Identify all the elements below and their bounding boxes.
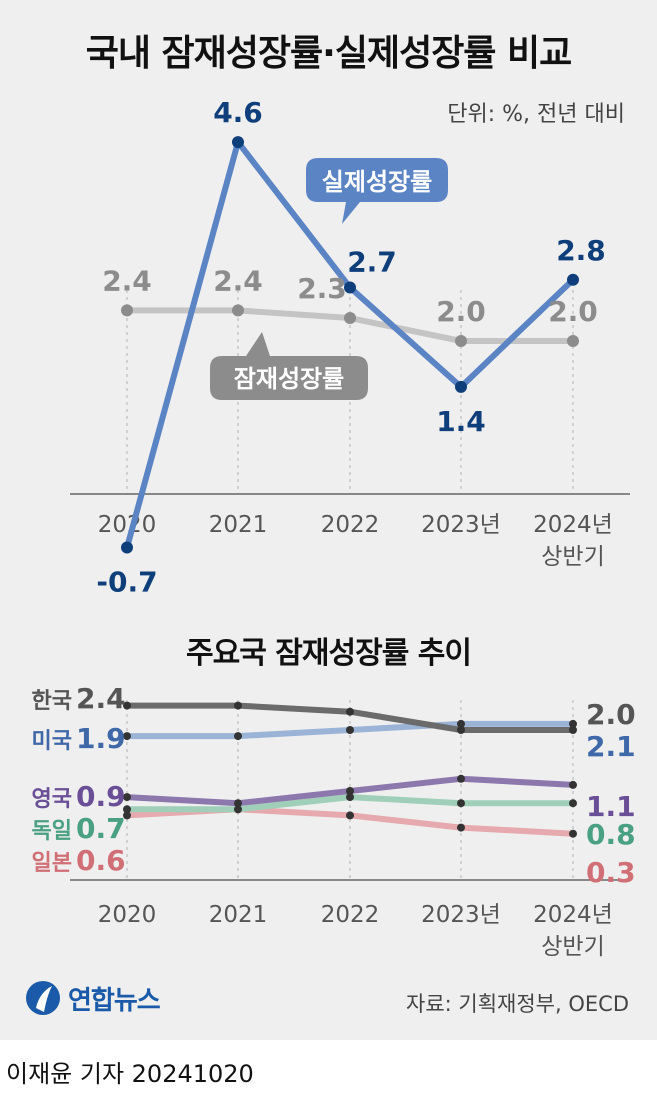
country-point (234, 701, 242, 710)
country-point (457, 774, 465, 783)
x-tick-label: 2020 (98, 902, 157, 928)
country-start-value: 0.6 (76, 844, 126, 877)
country-point (234, 732, 242, 741)
country-point (234, 805, 242, 814)
country-point (346, 707, 354, 716)
country-point (457, 799, 465, 808)
source-note: 자료: 기획재정부, OECD (406, 992, 629, 1016)
country-point (123, 811, 131, 820)
actual-data-label: 4.6 (213, 96, 263, 129)
actual-data-label: 1.4 (436, 405, 486, 438)
potential-data-label: 2.0 (548, 295, 598, 328)
x-tick-label: 2020 (98, 512, 157, 538)
potential-data-label: 2.4 (213, 264, 263, 297)
yonhap-logo-icon (26, 981, 60, 1015)
country-point (569, 780, 577, 789)
country-point (123, 701, 131, 710)
actual-point (455, 380, 467, 393)
potential-point (567, 335, 579, 347)
country-point (569, 829, 577, 838)
actual-point (121, 541, 133, 554)
x-tick-label: 2024년 (533, 902, 613, 928)
potential-point (455, 335, 467, 347)
country-start-value: 2.4 (76, 682, 126, 715)
country-point (457, 726, 465, 734)
country-start-value: 0.7 (76, 812, 126, 845)
x-tick-label: 2023년 (421, 902, 501, 928)
country-point (123, 805, 131, 814)
country-point (457, 823, 465, 832)
country-end-value: 0.3 (586, 856, 636, 889)
country-point (346, 793, 354, 802)
x-tick-label: 2021 (209, 902, 268, 928)
potential-data-label: 2.3 (297, 272, 347, 305)
country-point (569, 719, 577, 728)
legend-potential-label: 잠재성장률 (234, 365, 344, 393)
country-start-value: 1.9 (76, 722, 126, 755)
actual-data-label: 2.8 (556, 234, 606, 267)
yonhap-logo: 연합뉴스 (24, 978, 161, 1018)
x-tick-label: 2022 (321, 512, 380, 538)
byline: 이재윤 기자 20241020 (6, 1060, 254, 1088)
country-point (457, 719, 465, 728)
potential-point (344, 312, 356, 325)
potential-point (121, 304, 133, 317)
actual-data-label: -0.7 (96, 566, 157, 599)
country-end-value: 1.1 (586, 790, 636, 823)
actual-point (567, 273, 579, 286)
country-name: 일본 (32, 851, 72, 876)
legend-potential-bubble (210, 332, 368, 400)
actual-point (344, 281, 356, 294)
potential-data-label: 2.0 (436, 295, 486, 328)
x-tick-label: 2023년 (421, 512, 501, 538)
country-end-value: 2.1 (586, 730, 636, 763)
x-tick-label: 2024년 (533, 512, 613, 538)
legend-actual-label: 실제성장률 (322, 168, 432, 196)
country-point (346, 811, 354, 820)
x-tick-label: 2021 (209, 512, 268, 538)
country-name: 영국 (32, 787, 72, 812)
country-point (346, 787, 354, 795)
potential-data-label: 2.4 (102, 264, 152, 297)
country-point (569, 726, 577, 734)
actual-data-label: 2.7 (347, 245, 397, 278)
unit-note: 단위: %, 전년 대비 (447, 102, 625, 127)
x-tick-label: 상반기 (541, 544, 604, 570)
country-point (234, 799, 242, 808)
country-end-value: 0.8 (586, 818, 636, 851)
x-tick-label: 상반기 (541, 934, 604, 960)
country-name: 미국 (32, 729, 72, 754)
country-point (569, 799, 577, 808)
main-title: 국내 잠재성장률·실제성장률 비교 (85, 33, 572, 74)
country-name: 한국 (32, 689, 72, 714)
x-tick-label: 2022 (321, 902, 380, 928)
country-point (123, 732, 131, 741)
country-name: 독일 (32, 819, 72, 844)
infographic-panel: 국내 잠재성장률·실제성장률 비교 단위: %, 전년 대비 2020 2021 2… (0, 0, 657, 1040)
chart2-title: 주요국 잠재성장률 추이 (186, 636, 472, 671)
logo-text: 연합뉴스 (68, 985, 161, 1016)
potential-point (232, 304, 244, 317)
legend-actual-bubble (306, 158, 448, 224)
country-start-value: 0.9 (76, 780, 126, 813)
country-point (346, 726, 354, 734)
country-point (123, 793, 131, 802)
country-end-value: 2.0 (586, 698, 636, 731)
actual-point (232, 136, 244, 149)
